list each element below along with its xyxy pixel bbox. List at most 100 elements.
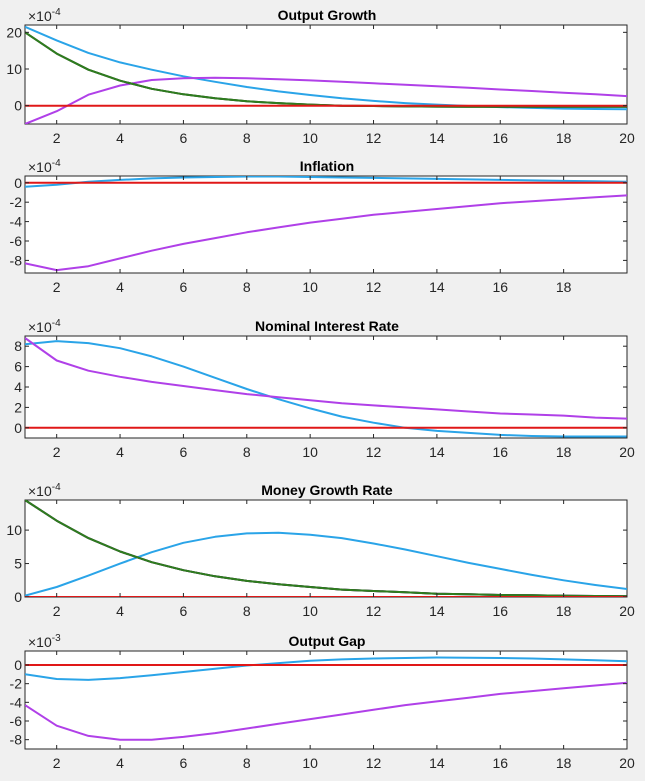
x-tick-label: 12	[366, 130, 382, 146]
x-tick-label: 16	[492, 603, 508, 619]
y-tick-label: 0	[14, 657, 22, 673]
axis-multiplier: ×10-4	[28, 7, 61, 24]
x-tick-label: 14	[429, 755, 445, 771]
axis-multiplier: ×10-4	[28, 158, 61, 175]
series-line-purple	[25, 681, 627, 741]
x-tick-label: 8	[243, 279, 251, 295]
series-group	[25, 656, 627, 741]
y-tick-label: -4	[10, 694, 23, 710]
x-tick-label: 10	[302, 279, 318, 295]
x-tick-label: 4	[116, 279, 124, 295]
y-tick-label: 0	[14, 98, 22, 114]
series-line-purple	[25, 76, 627, 124]
subplot-1: 2 4 6 8 10 12 14 16 18 20 0 10 20 Output Growth ×10-4	[6, 7, 635, 146]
axes-box	[24, 650, 628, 750]
y-tick-label: 2	[14, 399, 22, 415]
y-tick-label: -6	[10, 713, 23, 729]
x-tick-label: 16	[492, 444, 508, 460]
series-line-green	[25, 500, 627, 597]
series-group	[25, 337, 627, 438]
y-tick-label: -8	[10, 252, 23, 268]
x-tick-label: 2	[53, 130, 61, 146]
axis-multiplier: ×10-4	[28, 318, 61, 335]
x-tick-label: 6	[180, 603, 188, 619]
x-tick-label: 20	[619, 755, 635, 771]
axes-box	[24, 335, 628, 439]
subplot-title: Money Growth Rate	[261, 482, 393, 498]
series-line-blue	[25, 340, 627, 438]
y-tick-label: -4	[10, 214, 23, 230]
subplot-title: Inflation	[300, 158, 354, 174]
x-tick-label: 6	[180, 130, 188, 146]
x-tick-label: 6	[180, 279, 188, 295]
x-tick-label: 14	[429, 130, 445, 146]
y-tick-label: 10	[6, 61, 22, 77]
y-tick-label: -2	[10, 194, 23, 210]
x-tick-label: 16	[492, 755, 508, 771]
axes-box	[24, 24, 628, 125]
subplot-title: Output Gap	[289, 633, 366, 649]
x-tick-label: 4	[116, 130, 124, 146]
series-line-purple	[25, 194, 627, 272]
x-tick-label: 18	[556, 755, 572, 771]
x-tick-label: 10	[302, 130, 318, 146]
x-tick-label: 18	[556, 444, 572, 460]
x-tick-label: 2	[53, 279, 61, 295]
x-tick-label: 4	[116, 444, 124, 460]
series-line-blue	[25, 176, 627, 188]
x-tick-label: 20	[619, 130, 635, 146]
x-tick-label: 2	[53, 755, 61, 771]
axes-box	[24, 499, 628, 598]
x-tick-label: 14	[429, 603, 445, 619]
y-tick-label: -6	[10, 233, 23, 249]
y-tick-label: -8	[10, 732, 23, 748]
x-tick-label: 8	[243, 444, 251, 460]
subplot-5: 2 4 6 8 10 12 14 16 18 20 0 -2 -4 -6 -8 Output Gap ×10-3	[10, 633, 635, 771]
x-tick-label: 8	[243, 755, 251, 771]
y-tick-label: 0	[14, 589, 22, 605]
x-tick-label: 12	[366, 279, 382, 295]
y-tick-label: 10	[6, 522, 22, 538]
x-tick-label: 10	[302, 603, 318, 619]
x-tick-label: 8	[243, 603, 251, 619]
x-tick-label: 12	[366, 755, 382, 771]
axes-box	[24, 175, 628, 274]
y-tick-label: 8	[14, 338, 22, 354]
subplot-2: 2 4 6 8 10 12 14 16 18 0 -2 -4 -6 -8 Inflation ×10-4	[10, 158, 628, 295]
y-tick-label: -2	[10, 676, 23, 692]
x-tick-label: 2	[53, 444, 61, 460]
y-tick-label: 0	[14, 420, 22, 436]
axis-multiplier: ×10-3	[28, 633, 61, 650]
x-tick-label: 14	[429, 444, 445, 460]
x-tick-label: 14	[429, 279, 445, 295]
x-tick-label: 6	[180, 755, 188, 771]
x-tick-label: 18	[556, 279, 572, 295]
subplot-title: Output Growth	[278, 7, 377, 23]
axis-multiplier: ×10-4	[28, 482, 61, 499]
y-tick-label: 20	[6, 24, 22, 40]
series-line-purple	[25, 337, 627, 420]
x-tick-label: 16	[492, 279, 508, 295]
series-group	[25, 500, 627, 597]
subplot-3: 2 4 6 8 10 12 14 16 18 20 0 2 4 6 8 Nominal Interest Ra…	[14, 318, 635, 460]
x-tick-label: 20	[619, 603, 635, 619]
x-tick-label: 10	[302, 755, 318, 771]
y-tick-label: 4	[14, 379, 22, 395]
x-tick-label: 2	[53, 603, 61, 619]
y-tick-label: 0	[14, 175, 22, 191]
series-line-blue	[25, 531, 627, 597]
subplot-title: Nominal Interest Rate	[255, 318, 399, 334]
x-tick-label: 20	[619, 444, 635, 460]
x-tick-label: 10	[302, 444, 318, 460]
x-tick-label: 16	[492, 130, 508, 146]
x-tick-label: 18	[556, 603, 572, 619]
x-tick-label: 6	[180, 444, 188, 460]
x-tick-label: 12	[366, 444, 382, 460]
series-group	[25, 25, 627, 124]
x-tick-label: 12	[366, 603, 382, 619]
x-tick-label: 4	[116, 755, 124, 771]
series-group	[25, 176, 627, 272]
x-tick-label: 4	[116, 603, 124, 619]
series-line-blue	[25, 656, 627, 681]
